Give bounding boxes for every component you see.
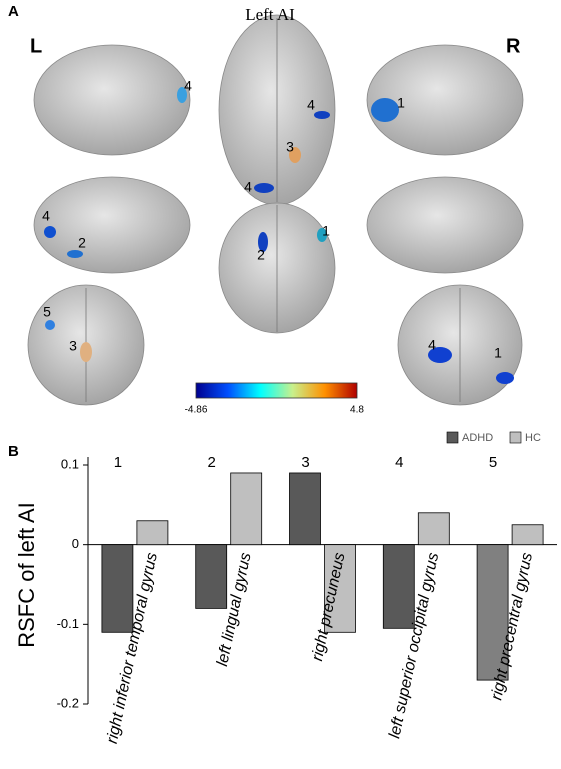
region-label: 4 [428,337,436,353]
right-label: R [506,35,521,57]
bar [101,544,134,633]
group-label: 2 [208,454,216,471]
bar [476,544,509,681]
group-label: 1 [114,454,122,471]
bar [289,472,321,546]
region-label: 4 [307,97,315,113]
legend-label: HC [525,432,541,444]
activation-blobs [44,87,514,384]
legend-swatch [509,431,522,444]
colorbar [195,382,358,399]
colorbar-max: 4.8 [350,405,364,416]
y-tick-label: 0.1 [61,456,79,471]
region-label: 1 [322,223,330,239]
bar [230,472,263,546]
region-label: 3 [69,338,77,354]
group-label: 5 [489,454,497,471]
region-label: 1 [494,345,502,361]
group-label: 3 [301,454,309,471]
panel-letter: A [8,3,19,20]
region-label: 1 [397,95,405,111]
region-label: 4 [184,78,192,94]
legend-swatch [446,431,459,444]
panel-letter: B [8,443,19,460]
bar [417,512,450,546]
y-tick-label: -0.1 [57,616,79,631]
y-tick-label: 0 [72,536,79,551]
y-axis-label: RSFC of left AI [14,502,39,648]
bar [324,544,356,633]
bar [511,524,544,546]
bar [136,520,169,546]
panel-title: Left AI [245,5,295,24]
region-label: 5 [43,304,51,320]
left-label: L [30,35,42,57]
legend-label: ADHD [462,432,493,444]
region-label: 2 [257,247,265,263]
region-label: 4 [42,208,50,224]
region-label: 4 [244,179,252,195]
region-label: 2 [78,235,86,251]
bar [382,544,415,629]
region-label: 3 [286,139,294,155]
colorbar-min: -4.86 [185,405,208,416]
brain-renders [27,14,524,406]
bar [195,544,228,609]
y-tick-label: -0.2 [57,695,79,710]
group-label: 4 [395,454,403,471]
